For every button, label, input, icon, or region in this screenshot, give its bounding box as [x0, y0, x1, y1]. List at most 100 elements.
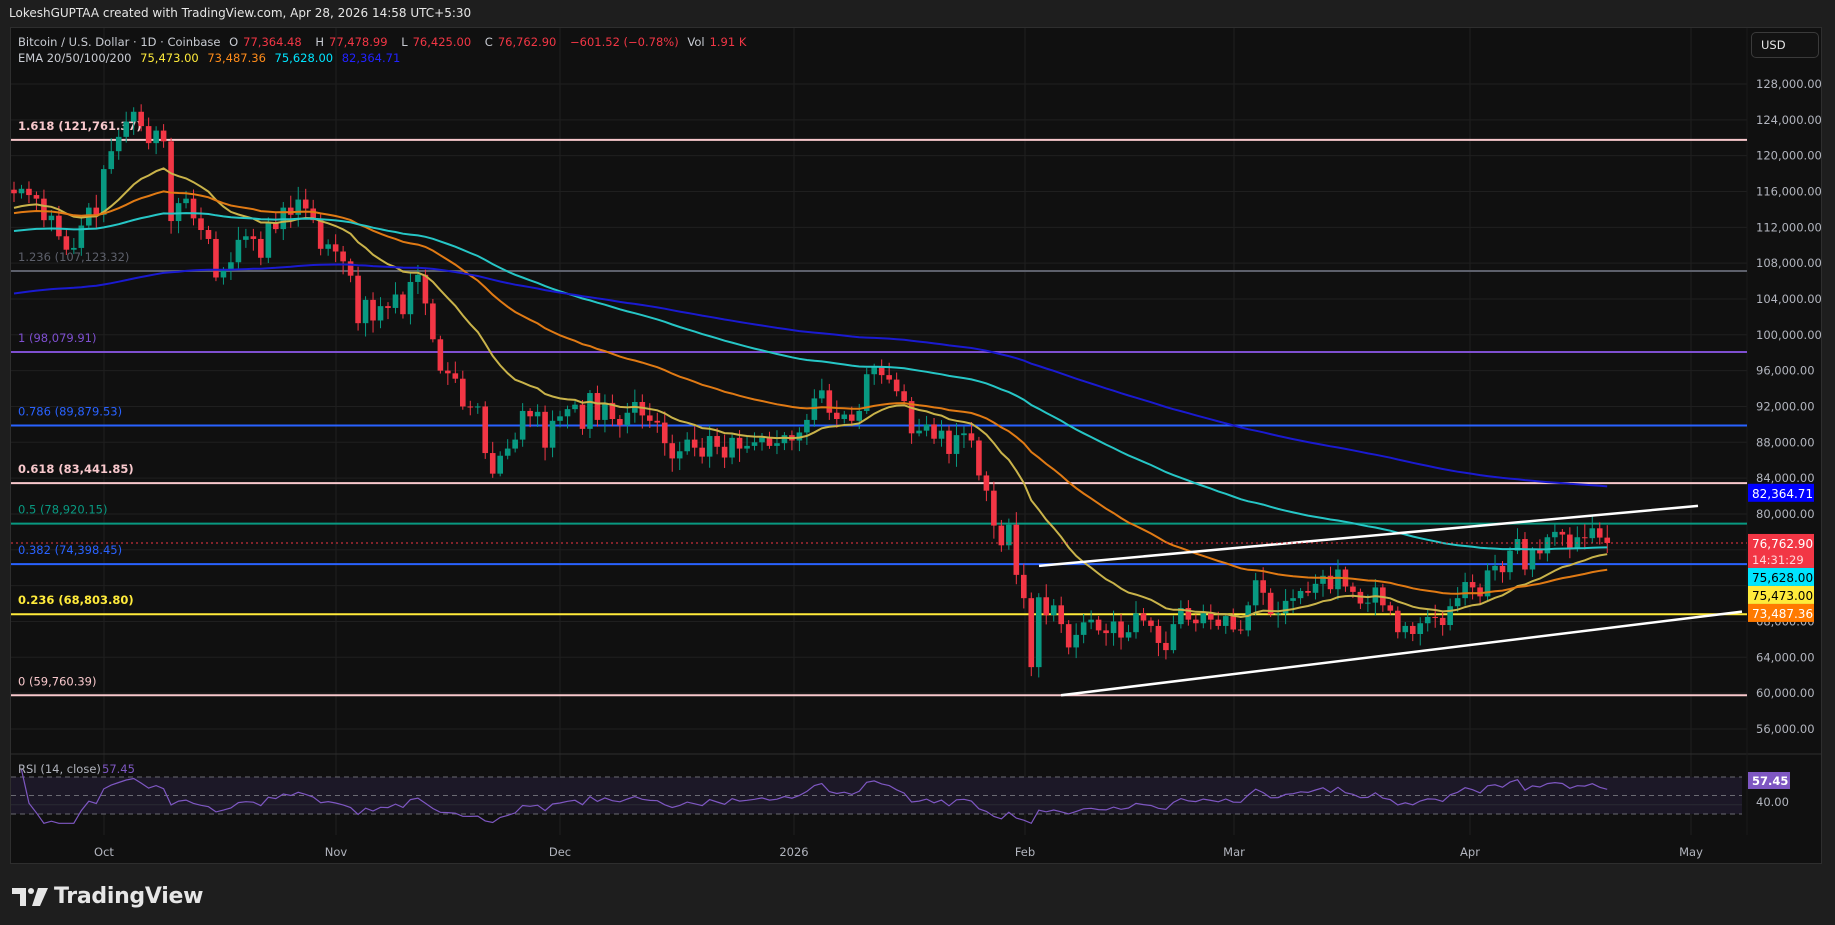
price-axis-label: 104,000.00: [1756, 292, 1822, 306]
candle: [1582, 537, 1588, 539]
candle: [938, 430, 945, 439]
candle: [160, 130, 167, 142]
candle: [1080, 622, 1087, 635]
candle: [878, 367, 885, 376]
candle: [63, 236, 70, 250]
candle: [325, 244, 331, 249]
candle: [609, 402, 616, 420]
candle: [310, 208, 316, 221]
svg-text:14:31:29: 14:31:29: [1752, 553, 1804, 567]
symbol-name[interactable]: Bitcoin / U.S. Dollar · 1D · Coinbase: [18, 35, 221, 49]
candle: [714, 436, 720, 447]
candle: [258, 238, 264, 258]
candle: [744, 445, 750, 449]
candle: [953, 435, 960, 454]
candle: [228, 262, 234, 271]
candle: [220, 270, 227, 278]
candle: [11, 189, 17, 194]
fib-level-label: 0.786 (89,879.53): [18, 404, 122, 418]
candle: [901, 391, 907, 402]
candle: [1155, 625, 1162, 643]
rsi-label[interactable]: RSI (14, close): [18, 762, 101, 776]
candle: [1514, 539, 1521, 551]
candle: [445, 370, 451, 374]
candle: [467, 406, 474, 408]
candle: [1522, 539, 1528, 570]
time-axis-label: Feb: [1015, 845, 1035, 859]
rsi-axis-label: 40.00: [1756, 795, 1789, 809]
candle: [661, 422, 668, 444]
time-axis-label: Mar: [1223, 845, 1245, 859]
candle: [1006, 524, 1012, 546]
ema100-value: 75,628.00: [274, 51, 334, 65]
fib-level-label: 1 (98,079.91): [18, 331, 96, 345]
channel-lower-line[interactable]: [1060, 610, 1743, 697]
svg-text:73,487.36: 73,487.36: [1752, 607, 1813, 621]
candle: [594, 393, 601, 420]
candle: [1499, 565, 1506, 573]
rsi-value: 57.45: [102, 762, 135, 776]
high-value: 77,478.99: [329, 35, 388, 49]
ema20-line: [13, 167, 1608, 619]
candle: [1327, 575, 1334, 590]
candle: [1402, 625, 1409, 633]
price-axis-label: 84,000.00: [1756, 471, 1815, 485]
candle: [1417, 623, 1424, 634]
fib-level-label: 1.618 (121,761.37): [18, 119, 142, 133]
candle: [1335, 569, 1341, 590]
candle: [1148, 620, 1154, 626]
candle: [1424, 616, 1431, 624]
candle: [1185, 608, 1192, 620]
candle: [1200, 613, 1207, 624]
currency-button[interactable]: USD: [1751, 32, 1819, 58]
candle: [534, 411, 541, 417]
candle: [1484, 570, 1491, 597]
candle: [41, 198, 47, 221]
candle: [1118, 621, 1124, 638]
candle: [340, 251, 346, 262]
ema200-line: [13, 263, 1608, 488]
candle: [123, 121, 129, 137]
candle: [1035, 597, 1042, 668]
candle: [796, 432, 803, 441]
price-axis-label: 56,000.00: [1756, 722, 1815, 736]
price-axis-label: 112,000.00: [1756, 220, 1822, 234]
candle: [1439, 617, 1446, 626]
candle: [1125, 632, 1132, 638]
candle: [871, 367, 877, 375]
price-axis-label: 64,000.00: [1756, 650, 1815, 664]
candle: [1110, 621, 1117, 634]
candle: [804, 419, 810, 433]
tradingview-logo[interactable]: TradingView: [12, 884, 203, 909]
candle: [497, 455, 503, 474]
candle: [602, 402, 608, 420]
candle: [1604, 537, 1611, 543]
candle: [437, 339, 444, 371]
ema100-line: [13, 212, 1608, 551]
candle: [1469, 582, 1476, 588]
candle: [766, 437, 773, 446]
price-axis-label: 96,000.00: [1756, 364, 1815, 378]
candle: [1395, 610, 1401, 633]
ema-label[interactable]: EMA 20/50/100/200: [18, 51, 132, 65]
candle: [287, 207, 294, 215]
candle: [736, 437, 743, 449]
time-axis-label: Apr: [1460, 845, 1480, 859]
candle: [819, 390, 825, 399]
candle: [1357, 591, 1364, 604]
chart-frame[interactable]: [10, 27, 1822, 864]
candle: [1103, 630, 1109, 634]
candle: [1312, 583, 1319, 593]
candle: [205, 230, 212, 239]
candle: [721, 446, 728, 458]
candle: [1387, 605, 1394, 611]
price-axis-label: 80,000.00: [1756, 507, 1815, 521]
candle: [848, 414, 855, 421]
price-axis-label: 60,000.00: [1756, 686, 1815, 700]
candle: [1350, 586, 1356, 592]
candle: [1088, 619, 1094, 623]
channel-upper-line[interactable]: [1038, 504, 1699, 568]
candle: [691, 439, 698, 448]
